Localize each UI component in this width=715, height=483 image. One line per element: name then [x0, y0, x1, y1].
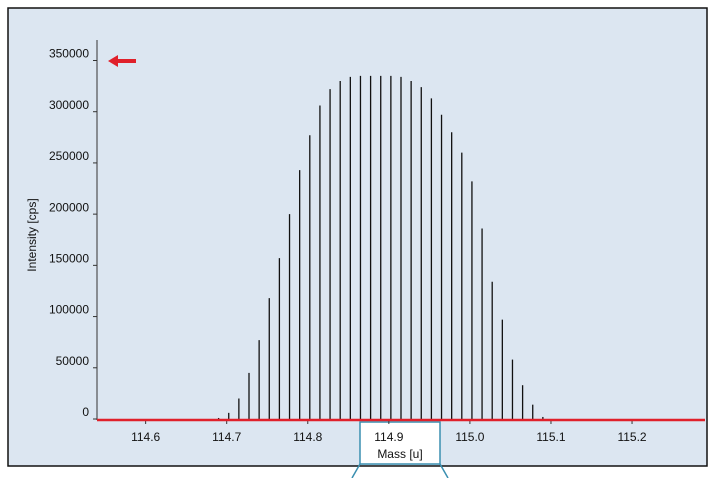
x-tick-label: 115.0 — [455, 430, 484, 444]
y-tick-label: 350000 — [49, 47, 89, 61]
y-tick-label: 150000 — [49, 252, 89, 266]
x-tick-label: 115.2 — [617, 430, 646, 444]
annotation-arrow — [108, 55, 136, 67]
y-tick-label: 200000 — [49, 200, 89, 214]
y-tick-label: 300000 — [49, 98, 89, 112]
x-axis-title: Mass [u] — [377, 447, 422, 461]
y-tick-label: 50000 — [56, 354, 90, 368]
y-axis-title: Intensity [cps] — [25, 198, 39, 271]
x-tick-label: 114.8 — [293, 430, 322, 444]
plot-layer: 0 50000 100000 150000 200000 250000 300000 3500… — [49, 47, 705, 444]
x-tick-label: 115.1 — [536, 430, 565, 444]
x-tick-label: 114.7 — [212, 430, 241, 444]
x-tick-label: 114.6 — [131, 430, 160, 444]
y-tick-label: 100000 — [49, 303, 89, 317]
highlight-box — [359, 421, 441, 465]
highlight-leg — [351, 463, 361, 479]
x-tick-label: 114.9 — [374, 430, 403, 444]
y-tick-label: 0 — [82, 405, 89, 419]
y-tick-label: 250000 — [49, 149, 89, 163]
highlight-leg — [439, 463, 449, 479]
plot-background — [7, 7, 708, 467]
